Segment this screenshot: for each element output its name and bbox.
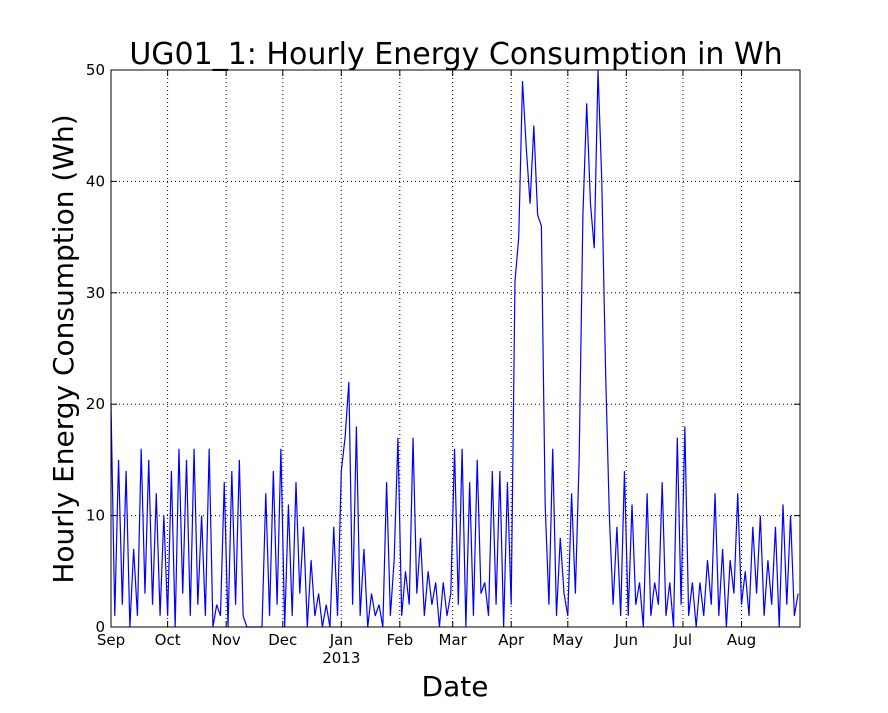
x-axis-label: Date — [422, 670, 489, 703]
x-tick-label: Aug — [727, 631, 756, 649]
y-tick-label: 30 — [86, 284, 105, 302]
y-axis-label: Hourly Energy Consumption (Wh) — [47, 114, 80, 583]
x-tick-label: Mar — [439, 631, 468, 649]
x-tick-label: Feb — [387, 631, 414, 649]
y-tick-label: 0 — [95, 618, 105, 636]
y-tick-label: 40 — [86, 172, 105, 190]
y-tick-label: 50 — [86, 61, 105, 79]
x-tick-label: Nov — [212, 631, 241, 649]
x-tick-label: Dec — [268, 631, 297, 649]
x-tick-label: Sep — [97, 631, 125, 649]
x-tick-label: Apr — [498, 631, 525, 649]
x-tick-label: Jul — [673, 631, 692, 649]
x-tick-label: May — [552, 631, 583, 649]
y-tick-label: 20 — [86, 395, 105, 413]
x-tick-label: Jun — [614, 631, 638, 649]
plot-frame — [110, 69, 801, 628]
y-tick-label: 10 — [86, 507, 105, 525]
x-tick-label: Oct — [155, 631, 181, 649]
line-series — [110, 69, 799, 628]
chart-title: UG01_1: Hourly Energy Consumption in Wh — [129, 37, 782, 72]
x-tick-label: Jan — [329, 631, 353, 649]
x-year-label: 2013 — [322, 649, 360, 667]
